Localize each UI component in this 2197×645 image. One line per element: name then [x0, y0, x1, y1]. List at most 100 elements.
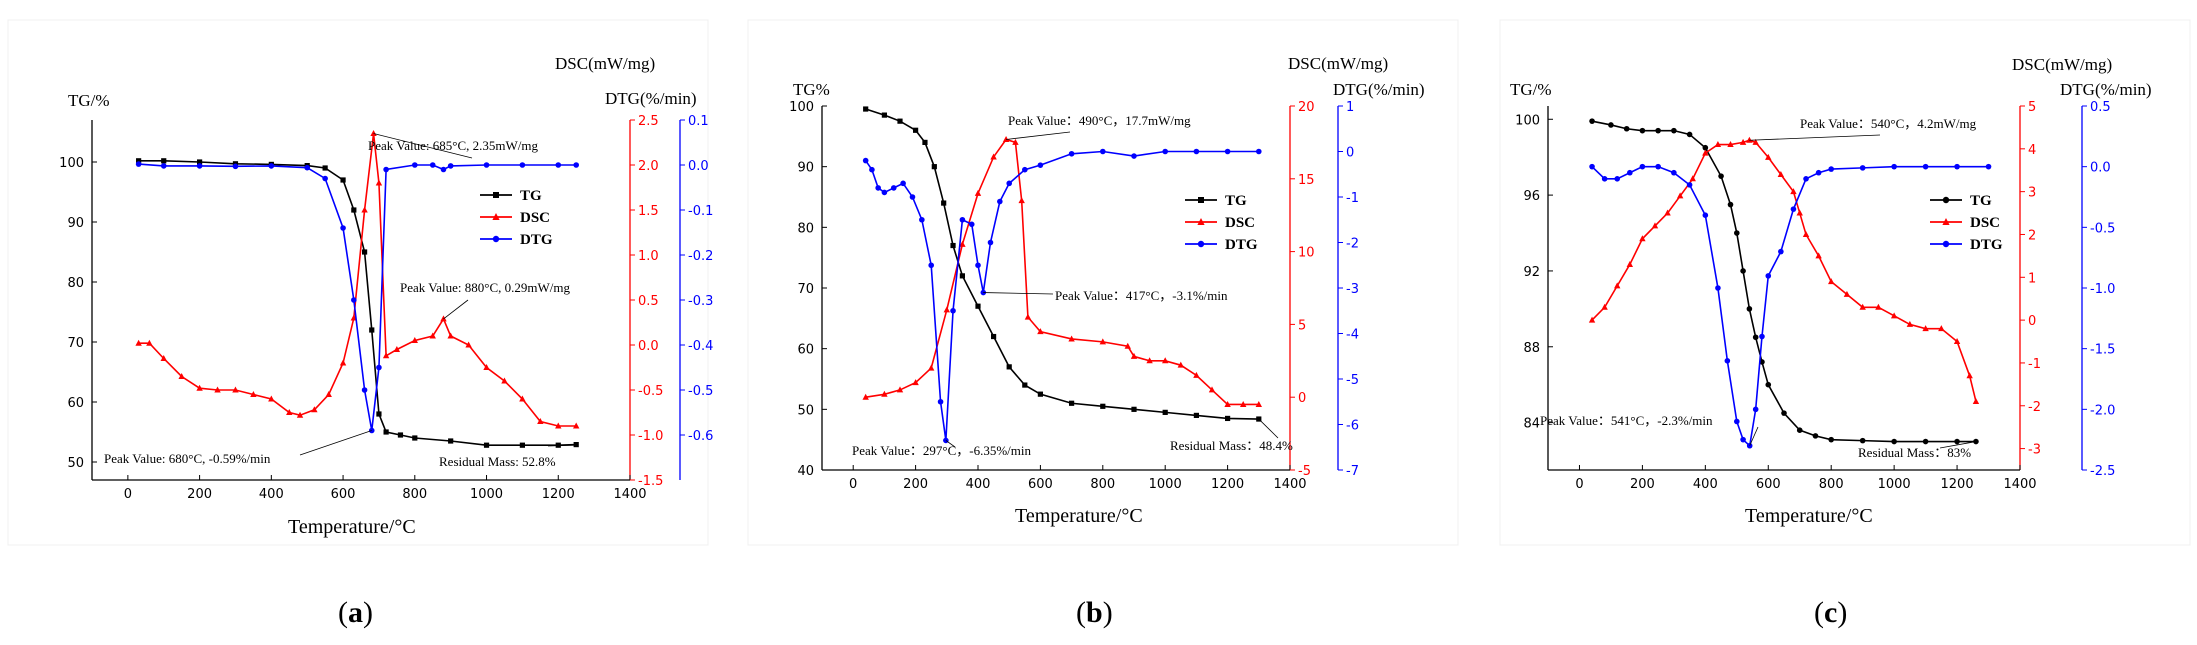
tg-point	[1655, 127, 1661, 134]
tg-tick-label: 96	[1523, 189, 1540, 204]
dsc-point	[1639, 235, 1646, 242]
x-tick-label: 1200	[542, 487, 575, 502]
dtg-point	[351, 297, 357, 303]
tg-point	[1225, 415, 1231, 422]
dtg-point	[573, 162, 579, 168]
tg-tick-label: 100	[1515, 113, 1540, 128]
dsc-tick-label: -0.5	[638, 384, 663, 399]
dtg-point	[440, 166, 447, 173]
dtg-tick-label: -4	[1346, 328, 1359, 343]
x-tick-label: 600	[1756, 477, 1781, 492]
tg-point	[1812, 433, 1819, 439]
dsc-point	[1777, 171, 1785, 178]
tg-point	[1671, 127, 1677, 134]
dsc-point	[268, 395, 275, 402]
panel-b-caption-letter: b	[1086, 596, 1103, 629]
tg-point	[913, 127, 919, 133]
x-tick-label: 800	[1819, 477, 1844, 492]
dsc-point	[990, 153, 997, 160]
x-tick-label: 1200	[1941, 477, 1974, 492]
tg-point	[448, 438, 454, 444]
dtg-point	[519, 162, 526, 168]
annotation-text: Residual Mass: 52.8%	[439, 454, 556, 469]
dtg-point	[950, 307, 956, 314]
tg-point	[1752, 334, 1759, 341]
dtg-point	[1778, 248, 1784, 255]
dsc-tick-label: 4	[2028, 143, 2036, 158]
dsc-point	[1588, 316, 1596, 323]
tg-tick-label: 70	[797, 282, 814, 297]
tg-point	[1006, 364, 1012, 370]
legend-dtg-marker	[1197, 240, 1205, 248]
dtg-point	[1131, 153, 1137, 159]
dtg-tick-label: -0.5	[688, 384, 713, 399]
tg-point	[1069, 400, 1075, 406]
tg-tick-label: 50	[797, 403, 814, 418]
dsc-point	[1802, 230, 1810, 237]
dtg-tick-label: 0.0	[688, 159, 709, 174]
annotation-text: Peak Value：297°C，-6.35%/min	[852, 443, 1031, 458]
dtg-point	[447, 163, 454, 169]
tg-point	[1740, 268, 1746, 274]
tg-point	[1796, 427, 1803, 433]
legend-dsc-marker	[1942, 218, 1950, 225]
tg-point	[376, 411, 382, 417]
tg-point	[351, 207, 357, 213]
dsc-point	[1676, 192, 1684, 199]
panel-a-tg-axis-title: TG/%	[68, 91, 110, 110]
dtg-point	[1671, 169, 1677, 176]
dtg-point	[1803, 176, 1809, 182]
tg-point	[881, 112, 887, 118]
tg-point	[931, 164, 937, 170]
dtg-point	[135, 161, 142, 167]
legend-tg-label: TG	[1970, 193, 1992, 209]
x-tick-label: 1200	[1211, 477, 1244, 492]
tg-point	[161, 158, 167, 164]
dtg-point	[1746, 442, 1753, 449]
dsc-series-line	[865, 138, 1259, 406]
dtg-point	[268, 163, 275, 169]
dsc-point	[537, 418, 544, 424]
dsc-point	[1875, 303, 1882, 310]
annotation-leader	[983, 292, 1054, 295]
x-tick-label: 0	[1575, 477, 1583, 492]
dsc-point	[1124, 342, 1131, 349]
tg-point	[1765, 381, 1772, 388]
legend-dtg-label: DTG	[1970, 237, 2003, 253]
tg-point	[991, 333, 997, 340]
dsc-point	[1240, 400, 1247, 407]
dtg-point	[1100, 148, 1106, 155]
dtg-point	[232, 163, 239, 170]
dsc-point	[1796, 209, 1803, 216]
panel-c: TG/% DSC(mW/mg) DTG(%/min) Temperature/°…	[1499, 19, 2191, 629]
tg-point	[1746, 306, 1753, 312]
panel-c-caption: (c)	[1814, 596, 1847, 629]
dtg-tick-label: -0.1	[688, 204, 713, 219]
tg-series-line	[138, 160, 577, 447]
dtg-point	[1815, 169, 1822, 176]
dsc-tick-label: 2.0	[638, 159, 659, 174]
dtg-tick-label: -0.4	[688, 339, 713, 354]
dtg-point	[1790, 206, 1797, 212]
tg-point	[1256, 416, 1262, 422]
dtg-point	[555, 162, 562, 168]
dtg-point	[875, 185, 881, 191]
tg-point	[1608, 122, 1614, 128]
panel-b-dtg-axis-title: DTG(%/min)	[1333, 80, 1425, 99]
x-tick-label: 200	[187, 487, 212, 502]
dsc-point	[178, 373, 185, 379]
dtg-point	[1715, 285, 1721, 291]
annotation-leader	[373, 133, 473, 159]
dsc-point	[1255, 400, 1262, 407]
x-tick-label: 1400	[1273, 477, 1306, 492]
legend-dtg-marker	[492, 235, 500, 243]
legend-dsc-marker	[492, 213, 500, 220]
panel-a-dsc-axis-title: DSC(mW/mg)	[555, 54, 655, 73]
dsc-tick-label: 1	[2028, 271, 2036, 286]
x-tick-label: 400	[1693, 477, 1718, 492]
dsc-point	[1953, 338, 1961, 345]
legend-dsc-label: DSC	[1225, 215, 1255, 231]
dsc-point	[1765, 153, 1772, 160]
x-tick-label: 400	[259, 487, 284, 502]
panel-c-frame	[1499, 19, 2191, 546]
